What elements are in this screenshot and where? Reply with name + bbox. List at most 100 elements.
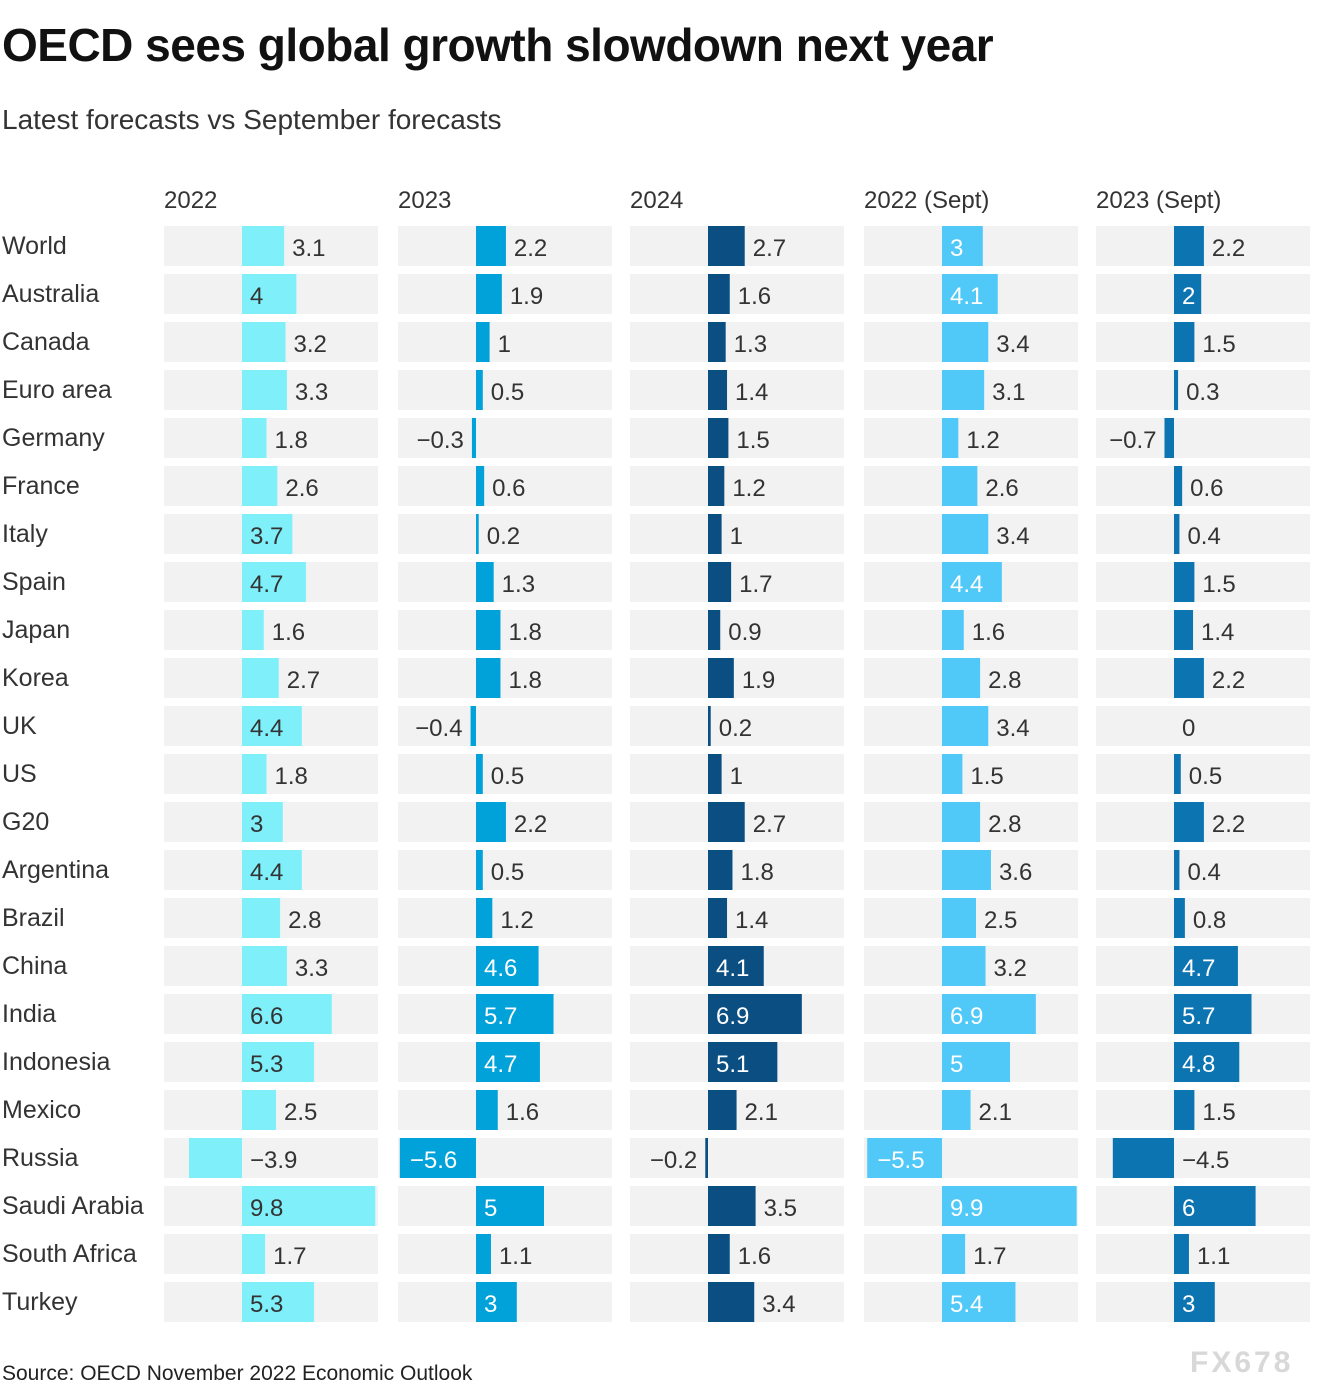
bar-2024-italy — [708, 514, 722, 554]
panel-bg-2022-sept-japan — [864, 610, 1078, 650]
bar-2023-india — [476, 994, 554, 1034]
bar-2024-germany — [708, 418, 729, 458]
data-label-2023-sept-canada: 1.5 — [1202, 331, 1235, 358]
bar-2023-australia — [476, 274, 502, 314]
bar-2022-sept-japan — [942, 610, 964, 650]
bar-2023-sept-saudi-arabia — [1174, 1186, 1256, 1226]
data-label-2023-sept-brazil: 0.8 — [1193, 907, 1226, 934]
panel-bg-2023-sept-south-africa — [1096, 1234, 1310, 1274]
data-label-2022-russia: −3.9 — [250, 1147, 297, 1174]
data-label-2023-world: 2.2 — [514, 235, 547, 262]
panel-bg-2023-italy — [398, 514, 612, 554]
row-label-world: World — [2, 232, 67, 260]
data-label-2024-japan: 0.9 — [728, 619, 761, 646]
data-label-2022-sept-russia: −5.5 — [877, 1147, 924, 1174]
bar-2022-sept-argentina — [942, 850, 991, 890]
data-label-2024-world: 2.7 — [753, 235, 786, 262]
bar-2022-italy — [242, 514, 293, 554]
bar-2024-france — [708, 466, 725, 506]
bar-2024-australia — [708, 274, 730, 314]
bar-2022-sept-china — [942, 946, 986, 986]
data-label-2023-argentina: 0.5 — [491, 859, 524, 886]
bar-2022-sept-south-africa — [942, 1234, 966, 1274]
data-label-2023-sept-world: 2.2 — [1212, 235, 1245, 262]
bar-2023-sept-france — [1174, 466, 1183, 506]
data-label-2023-sept-euro-area: 0.3 — [1186, 379, 1219, 406]
row-label-argentina: Argentina — [2, 856, 109, 884]
data-label-2022-sept-world: 3 — [950, 235, 963, 262]
data-label-2023-sept-south-africa: 1.1 — [1197, 1243, 1230, 1270]
data-label-2023-russia: −5.6 — [410, 1147, 457, 1174]
panel-bg-2023-sept-spain — [1096, 562, 1310, 602]
row-label-japan: Japan — [2, 616, 70, 644]
bar-2023-indonesia — [476, 1042, 540, 1082]
bar-2023-sept-canada — [1174, 322, 1195, 362]
panel-bg-2023-uk — [398, 706, 612, 746]
panel-header-2023-sept: 2023 (Sept) — [1096, 187, 1221, 214]
bar-2022-argentina — [242, 850, 302, 890]
panel-bg-2023-argentina — [398, 850, 612, 890]
data-label-2024-canada: 1.3 — [734, 331, 767, 358]
data-label-2024-russia: −0.2 — [650, 1147, 697, 1174]
panel-bg-2024-argentina — [630, 850, 844, 890]
bar-2023-south-africa — [476, 1234, 491, 1274]
row-label-g20: G20 — [2, 808, 49, 836]
data-label-2022-sept-south-africa: 1.7 — [973, 1243, 1006, 1270]
data-label-2023-euro-area: 0.5 — [491, 379, 524, 406]
data-label-2022-sept-argentina: 3.6 — [999, 859, 1032, 886]
data-label-2022-south-africa: 1.7 — [273, 1243, 306, 1270]
row-label-italy: Italy — [2, 520, 48, 548]
data-label-2022-sept-japan: 1.6 — [972, 619, 1005, 646]
data-label-2023-sept-australia: 2 — [1182, 283, 1195, 310]
bar-2024-turkey — [708, 1282, 755, 1322]
bar-2022-sept-korea — [942, 658, 981, 698]
bar-2022-sept-india — [942, 994, 1036, 1034]
panel-header-2022-sept: 2022 (Sept) — [864, 187, 989, 214]
data-label-2023-sept-korea: 2.2 — [1212, 667, 1245, 694]
bar-2023-sept-korea — [1174, 658, 1204, 698]
bar-2024-world — [708, 226, 745, 266]
panel-bg-2023-sept-euro-area — [1096, 370, 1310, 410]
data-label-2023-spain: 1.3 — [502, 571, 535, 598]
data-label-2022-australia: 4 — [250, 283, 263, 310]
data-label-2022-turkey: 5.3 — [250, 1291, 283, 1318]
bar-2023-china — [476, 946, 539, 986]
bar-2024-russia — [705, 1138, 708, 1178]
row-label-korea: Korea — [2, 664, 69, 692]
data-label-2023-sept-argentina: 0.4 — [1187, 859, 1220, 886]
panel-bg-2024-mexico — [630, 1090, 844, 1130]
data-label-2022-sept-saudi-arabia: 9.9 — [950, 1195, 983, 1222]
bar-2023-sept-china — [1174, 946, 1238, 986]
data-label-2023-saudi-arabia: 5 — [484, 1195, 497, 1222]
bar-2022-spain — [242, 562, 306, 602]
data-label-2022-canada: 3.2 — [294, 331, 327, 358]
data-label-2024-euro-area: 1.4 — [735, 379, 768, 406]
panel-bg-2023-sept-us — [1096, 754, 1310, 794]
data-label-2024-india: 6.9 — [716, 1003, 749, 1030]
data-label-2022-sept-germany: 1.2 — [966, 427, 999, 454]
data-label-2023-sept-spain: 1.5 — [1202, 571, 1235, 598]
panel-bg-2024-south-africa — [630, 1234, 844, 1274]
row-label-uk: UK — [2, 712, 37, 740]
panel-bg-2024-germany — [630, 418, 844, 458]
bar-2022-japan — [242, 610, 264, 650]
data-label-2023-uk: −0.4 — [415, 715, 462, 742]
bar-2023-sept-italy — [1174, 514, 1180, 554]
data-label-2022-mexico: 2.5 — [284, 1099, 317, 1126]
panel-bg-2023-japan — [398, 610, 612, 650]
bar-2022-south-africa — [242, 1234, 266, 1274]
data-label-2024-spain: 1.7 — [739, 571, 772, 598]
bar-2022-sept-spain — [942, 562, 1002, 602]
bar-2023-sept-turkey — [1174, 1282, 1215, 1322]
bar-2022-china — [242, 946, 287, 986]
panel-bg-2023-sept-germany — [1096, 418, 1310, 458]
panel-bg-2024-australia — [630, 274, 844, 314]
bar-2022-sept-france — [942, 466, 978, 506]
bar-2022-sept-russia — [867, 1138, 942, 1178]
bar-2024-mexico — [708, 1090, 737, 1130]
bar-2022-indonesia — [242, 1042, 315, 1082]
data-label-2023-brazil: 1.2 — [500, 907, 533, 934]
bar-2023-brazil — [476, 898, 493, 938]
data-label-2023-sept-russia: −4.5 — [1182, 1147, 1229, 1174]
data-label-2022-sept-canada: 3.4 — [996, 331, 1029, 358]
